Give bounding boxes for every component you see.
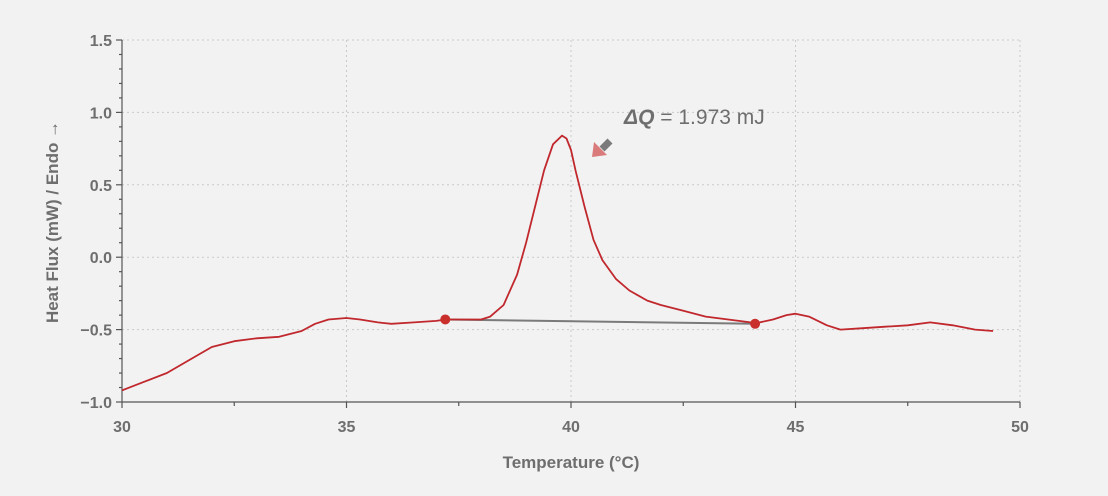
y-tick-label: 1.0 [90, 105, 112, 122]
annotation-arrow-icon [592, 138, 613, 157]
y-tick-label: 0.0 [90, 250, 112, 267]
axes: 30 35 40 45 50 −1.0 −0.5 0.0 0.5 1.0 1.5 [80, 33, 1029, 436]
plot-area [121, 134, 994, 392]
y-tick-label: 1.5 [90, 33, 112, 50]
x-tick-label: 35 [338, 419, 356, 436]
y-tick-label: 0.5 [90, 178, 112, 195]
delta-q-value: = 1.973 mJ [654, 106, 764, 129]
x-tick-label: 50 [1011, 419, 1029, 436]
arrow-shaft [599, 138, 613, 152]
integration-limit-marker [440, 314, 451, 325]
y-axis-title: Heat Flux (mW) / Endo → [43, 121, 62, 323]
integration-limit-marker [750, 318, 761, 329]
x-tick-label: 45 [787, 419, 805, 436]
heat-flux-series [121, 134, 994, 392]
x-tick-label: 40 [562, 419, 580, 436]
y-tick-label: −1.0 [80, 395, 112, 412]
annotation: ΔQ = 1.973 mJ [592, 106, 765, 157]
arrow-head [592, 142, 607, 157]
grid [122, 39, 1021, 402]
y-tick-label: −0.5 [80, 323, 112, 340]
integration-baseline [445, 318, 756, 325]
x-axis-title: Temperature (°C) [503, 453, 640, 472]
x-tick-label: 30 [113, 419, 131, 436]
delta-q-annotation: ΔQ = 1.973 mJ [623, 106, 765, 129]
delta-q-symbol: ΔQ [623, 106, 654, 129]
